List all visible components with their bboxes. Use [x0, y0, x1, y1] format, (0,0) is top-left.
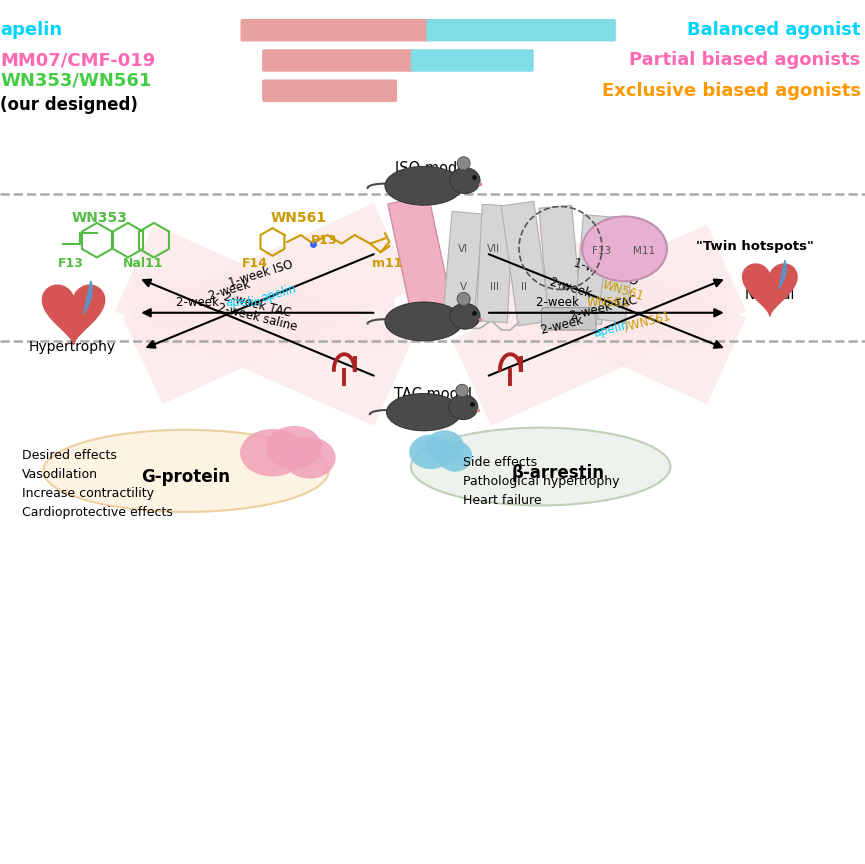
- Ellipse shape: [426, 430, 464, 463]
- Text: 2-week: 2-week: [176, 295, 222, 308]
- Ellipse shape: [456, 384, 468, 397]
- Text: Hypertrophy: Hypertrophy: [29, 340, 115, 354]
- Polygon shape: [452, 225, 746, 426]
- Ellipse shape: [582, 217, 667, 282]
- Ellipse shape: [450, 168, 480, 194]
- Text: β-arrestin: β-arrestin: [511, 464, 605, 481]
- Text: "Twin hotspots": "Twin hotspots": [696, 239, 814, 253]
- Text: 2-week TAC: 2-week TAC: [222, 291, 293, 320]
- Text: apelin: apelin: [0, 22, 62, 39]
- Text: 2-week: 2-week: [548, 275, 597, 301]
- Ellipse shape: [387, 393, 461, 431]
- Polygon shape: [442, 212, 484, 324]
- Text: /WN561: /WN561: [623, 309, 671, 333]
- Text: Normal: Normal: [745, 289, 795, 302]
- Text: apelin: apelin: [260, 283, 298, 305]
- Ellipse shape: [458, 292, 471, 306]
- Polygon shape: [388, 195, 457, 335]
- Text: V: V: [460, 282, 467, 292]
- Polygon shape: [574, 214, 611, 325]
- Text: Side effects
Pathological hypertrophy
Heart failure: Side effects Pathological hypertrophy He…: [463, 455, 619, 507]
- Text: 2-week TAC: 2-week TAC: [568, 294, 639, 322]
- Text: Balanced agonist: Balanced agonist: [687, 22, 861, 39]
- Text: P13: P13: [311, 233, 337, 247]
- Text: 1-week ISO: 1-week ISO: [227, 258, 295, 289]
- Text: 2-week: 2-week: [207, 276, 255, 302]
- Text: TAC model: TAC model: [394, 387, 471, 402]
- FancyBboxPatch shape: [426, 19, 616, 41]
- Text: M11: M11: [633, 245, 656, 256]
- Text: F13: F13: [58, 257, 84, 270]
- Ellipse shape: [43, 430, 329, 511]
- Text: Desired effects
Vasodilation
Increase contractility
Cardioprotective effects: Desired effects Vasodilation Increase co…: [22, 448, 172, 519]
- Polygon shape: [476, 205, 514, 322]
- Text: m11: m11: [372, 257, 403, 270]
- Ellipse shape: [284, 437, 336, 479]
- Text: G-protein: G-protein: [142, 468, 230, 486]
- Text: 2-week: 2-week: [540, 314, 588, 337]
- Text: WN353: WN353: [72, 211, 127, 225]
- Text: MM07/CMF-019: MM07/CMF-019: [0, 52, 155, 69]
- Ellipse shape: [411, 428, 670, 505]
- Ellipse shape: [240, 429, 305, 477]
- FancyBboxPatch shape: [541, 308, 596, 330]
- Text: 1-week ISO: 1-week ISO: [572, 257, 639, 288]
- FancyBboxPatch shape: [411, 49, 534, 72]
- Polygon shape: [778, 260, 786, 289]
- Text: ISO model: ISO model: [394, 162, 471, 176]
- Ellipse shape: [450, 303, 480, 329]
- Text: III: III: [490, 282, 499, 292]
- Text: WN561: WN561: [601, 279, 646, 303]
- Polygon shape: [134, 280, 394, 346]
- Text: VI: VI: [458, 244, 468, 254]
- Text: VII: VII: [486, 244, 500, 254]
- Polygon shape: [743, 264, 797, 315]
- Polygon shape: [598, 216, 639, 323]
- Ellipse shape: [449, 395, 477, 420]
- Text: Exclusive biased agonists: Exclusive biased agonists: [602, 82, 861, 99]
- Ellipse shape: [409, 435, 452, 469]
- Text: Partial biased agonists: Partial biased agonists: [630, 52, 861, 69]
- Text: F14: F14: [242, 257, 268, 270]
- Text: WN353/WN561: WN353/WN561: [0, 72, 151, 89]
- Text: (our designed): (our designed): [0, 96, 138, 113]
- Polygon shape: [42, 285, 105, 345]
- Polygon shape: [452, 203, 746, 404]
- Ellipse shape: [458, 157, 471, 169]
- Ellipse shape: [385, 302, 463, 341]
- Text: WN561: WN561: [586, 295, 629, 308]
- Polygon shape: [539, 206, 582, 327]
- Polygon shape: [123, 203, 413, 404]
- Text: F13: F13: [592, 245, 611, 256]
- Text: WN561: WN561: [271, 211, 326, 225]
- Text: Normal: Normal: [406, 313, 459, 327]
- Ellipse shape: [385, 166, 463, 206]
- Polygon shape: [84, 281, 93, 314]
- Polygon shape: [501, 201, 551, 326]
- Text: apelin: apelin: [225, 295, 261, 308]
- FancyBboxPatch shape: [262, 49, 414, 72]
- FancyBboxPatch shape: [262, 79, 397, 102]
- Ellipse shape: [438, 441, 472, 472]
- Text: apelin: apelin: [593, 319, 631, 340]
- FancyBboxPatch shape: [240, 19, 430, 41]
- Text: I: I: [558, 282, 561, 292]
- Polygon shape: [115, 225, 413, 426]
- Ellipse shape: [266, 426, 323, 469]
- Text: 2-week saline: 2-week saline: [216, 302, 299, 334]
- Text: 2-week: 2-week: [535, 295, 582, 308]
- Text: Nal11: Nal11: [123, 257, 163, 270]
- Polygon shape: [471, 280, 727, 346]
- Text: II: II: [522, 282, 527, 292]
